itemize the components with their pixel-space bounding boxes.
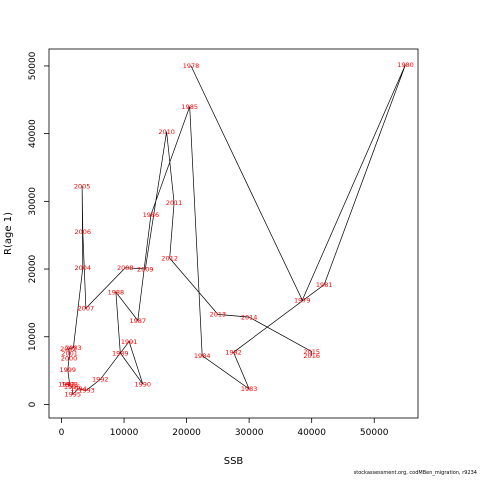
point-label-1991: 1991 [121,338,138,346]
point-label-2007: 2007 [78,305,95,313]
point-label-1979: 1979 [294,297,311,305]
point-label-1989: 1989 [112,349,129,357]
point-label-1992: 1992 [92,376,109,384]
point-label-1983: 1983 [241,385,258,393]
point-label-2004: 2004 [75,264,92,272]
point-label-1988: 1988 [108,288,125,296]
footer-credit: stockassessment.org, codMBen_migration, … [353,470,477,476]
point-label-1994: 1994 [70,385,87,393]
x-tick-label: 40000 [297,428,326,438]
y-tick-label: 40000 [28,119,38,148]
point-label-1997: 1997 [58,380,75,388]
x-tick-label: 0 [59,428,65,438]
point-label-2014: 2014 [241,313,258,321]
point-labels: 1978 1979 1980 1981 1982 1983 1984 1985 1986 1987… [58,61,414,399]
y-axis-label: R(age 1) [3,212,14,255]
point-label-1987: 1987 [130,317,147,325]
point-label-1998: 1998 [61,380,78,388]
point-label-2010: 2010 [158,128,175,136]
point-label-2012: 2012 [161,255,178,263]
point-label-2009: 2009 [137,265,154,273]
y-tick-label: 20000 [28,254,38,283]
x-axis-label: SSB [224,456,244,467]
y-tick-label: 0 [28,401,38,407]
plot-frame [48,48,419,419]
x-tick-label: 30000 [235,428,264,438]
point-label-1990: 1990 [135,380,152,388]
point-label-1999: 1999 [60,366,77,374]
point-label-1984: 1984 [194,352,211,360]
point-label-1981: 1981 [316,281,333,289]
point-label-2008: 2008 [117,264,134,272]
y-tick-label: 50000 [28,51,38,80]
series-line [66,64,406,396]
point-label-2005: 2005 [74,183,91,191]
y-axis: 0 10000 20000 30000 40000 50000 [28,51,49,407]
point-label-1982: 1982 [225,349,242,357]
x-axis: 0 10000 20000 30000 40000 50000 [59,418,389,438]
point-label-1993: 1993 [78,387,95,395]
x-tick-label: 20000 [172,428,201,438]
point-label-1980: 1980 [397,61,414,69]
point-label-2013: 2013 [210,311,227,319]
y-tick-label: 10000 [28,322,38,351]
point-label-1986: 1986 [143,211,160,219]
y-tick-label: 30000 [28,187,38,216]
point-label-2002: 2002 [60,345,77,353]
x-tick-label: 50000 [360,428,389,438]
point-label-1995: 1995 [65,391,82,399]
point-label-2015: 2015 [303,348,320,356]
point-label-2003: 2003 [65,344,82,352]
point-label-2011: 2011 [166,199,183,207]
point-label-1978: 1978 [183,62,200,70]
point-label-1985: 1985 [181,103,198,111]
point-label-2006: 2006 [75,228,92,236]
point-label-1996: 1996 [64,383,81,391]
point-label-2016: 2016 [303,352,320,360]
point-label-2000: 2000 [61,355,78,363]
point-label-2001: 2001 [61,349,78,357]
x-tick-label: 10000 [110,428,139,438]
